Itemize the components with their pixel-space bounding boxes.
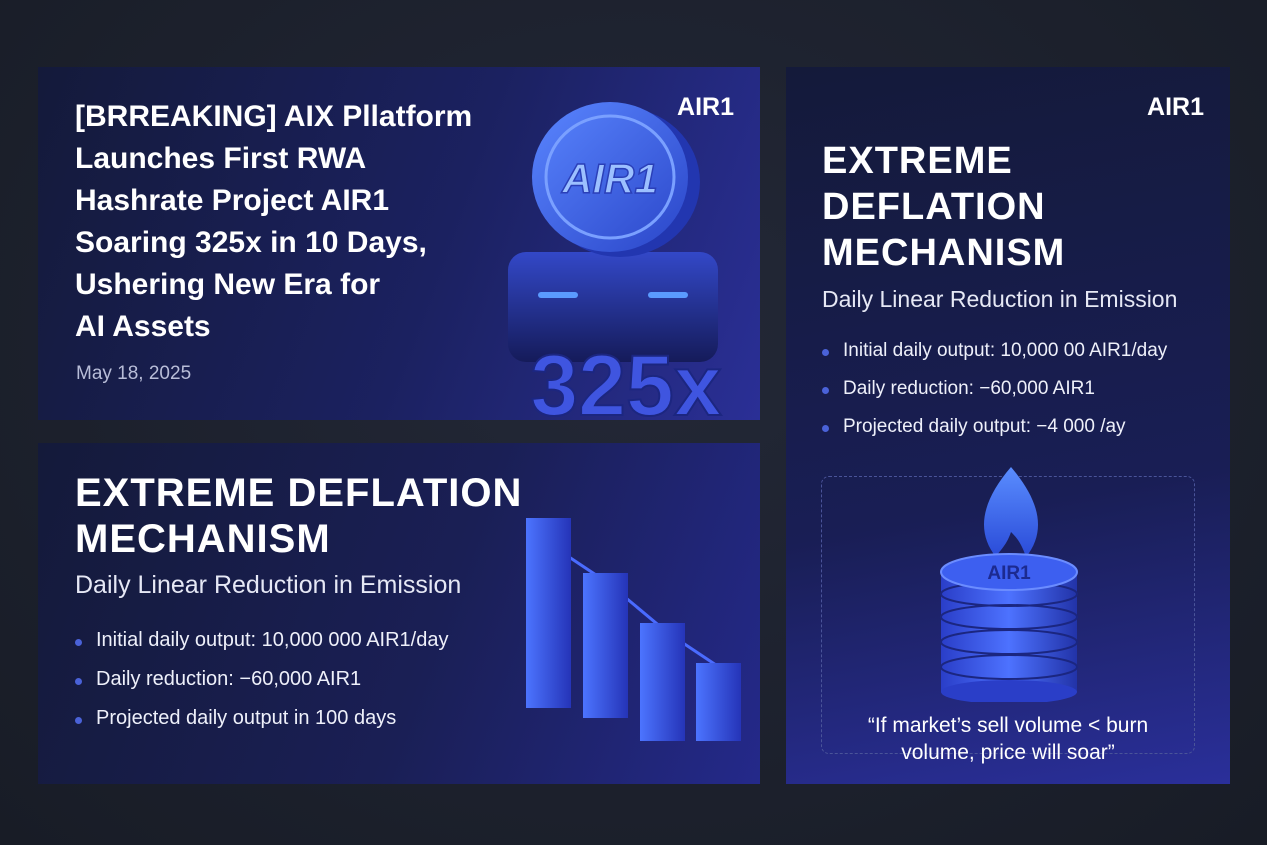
- bar-shape: [583, 573, 628, 718]
- date: May 18, 2025: [76, 363, 192, 384]
- bullet: Projected daily output: −4 000 /ay: [843, 416, 1126, 437]
- bullet: Projected daily output in 100 days: [96, 707, 397, 729]
- trend-line: [547, 541, 729, 675]
- title: EXTREME DEFLATION MECHANISM: [822, 138, 1065, 276]
- side-card: AIR1 EXTREME DEFLATION MECHANISM Daily L…: [786, 67, 1230, 784]
- bullet-dot: [822, 425, 829, 432]
- headline-line: [BRREAKING] AIX Pllatform: [75, 100, 473, 133]
- coin-ring: [544, 114, 676, 240]
- brand: AIR1: [1147, 93, 1204, 121]
- subtitle: Daily Linear Reduction in Emission: [822, 286, 1178, 312]
- bullet-dot: [822, 349, 829, 356]
- bullet: Daily reduction: −60,000 AIR1: [96, 668, 362, 690]
- deflation-card: EXTREME DEFLATION MECHANISM Daily Linear…: [38, 443, 760, 784]
- stack-body: [941, 572, 1077, 692]
- bullet-dot: [75, 639, 82, 646]
- headline-line: Soaring 325x in 10 Days,: [75, 226, 427, 259]
- pedestal-light: [538, 292, 578, 298]
- title: EXTREME DEFLATION MECHANISM: [75, 470, 522, 562]
- multiplier: 325x: [530, 338, 721, 420]
- bullet-dot: [75, 678, 82, 685]
- headline-line: Launches First RWA: [75, 142, 367, 175]
- title-line: MECHANISM: [75, 517, 331, 561]
- headline-line: Ushering New Era for: [75, 268, 381, 301]
- bar-shape: [526, 518, 571, 708]
- pedestal-light: [648, 292, 688, 298]
- subtitle: Daily Linear Reduction in Emission: [75, 571, 462, 599]
- coin-stack: AIR1: [940, 467, 1078, 702]
- bar-illustration: [526, 518, 741, 741]
- title-line: DEFLATION: [822, 186, 1046, 228]
- title-line: MECHANISM: [822, 232, 1066, 274]
- brand: AIR1: [677, 93, 734, 121]
- headline-line: AI Assets: [75, 310, 211, 343]
- coin-label: AIR1: [987, 563, 1031, 584]
- quote-line: “If market’s sell volume < burn: [867, 714, 1149, 737]
- bullet-dot: [75, 717, 82, 724]
- headline-line: Hashrate Project AIR1: [75, 184, 390, 217]
- bar-shape: [640, 623, 685, 741]
- coin-label: AIR1: [561, 155, 658, 202]
- coin-illustration: AIR1 325x: [508, 102, 723, 420]
- stack-base: [941, 680, 1077, 702]
- title-line: EXTREME: [822, 140, 1013, 182]
- stack-top: [940, 553, 1078, 591]
- title-line: EXTREME DEFLATION: [75, 471, 523, 515]
- bullet-dot: [822, 387, 829, 394]
- quote: “If market’s sell volume < burn volume, …: [786, 712, 1230, 766]
- headline: [BRREAKING] AIX Pllatform Launches First…: [75, 96, 472, 348]
- flame: [984, 467, 1038, 557]
- quote-line: volume, price will soar”: [901, 741, 1115, 764]
- bullet: Initial daily output: 10,000 00 AIR1/day: [843, 340, 1168, 361]
- news-card: AIR1 325x AIR1 [BRREAKING] AIX Pllatform…: [38, 67, 760, 420]
- bullet: Daily reduction: −60,000 AIR1: [843, 378, 1095, 399]
- coin: [532, 102, 688, 252]
- bullet: Initial daily output: 10,000 000 AIR1/da…: [96, 629, 449, 651]
- bar-shape: [696, 663, 741, 741]
- pedestal: [508, 252, 718, 362]
